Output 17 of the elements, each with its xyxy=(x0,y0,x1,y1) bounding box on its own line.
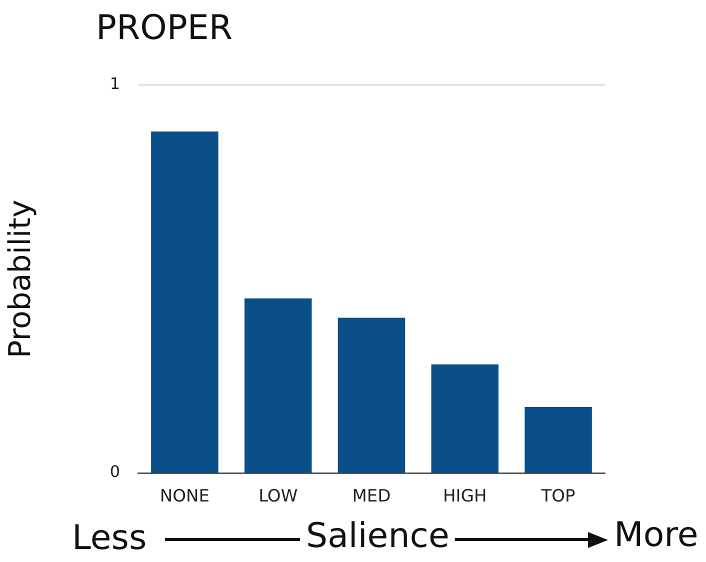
x-axis-title: Salience xyxy=(300,516,456,556)
y-tick-label: 0 xyxy=(110,462,120,482)
x-tick-label: MED xyxy=(352,486,391,507)
bar xyxy=(524,407,592,473)
y-tick-label: 1 xyxy=(110,74,120,94)
y-axis-title: Probability xyxy=(2,200,38,358)
chart-title: PROPER xyxy=(96,8,232,48)
x-tick-label: LOW xyxy=(258,486,298,507)
text: Less xyxy=(72,518,147,558)
bar xyxy=(431,364,499,473)
bar xyxy=(244,298,312,473)
x-tick-label: NONE xyxy=(160,486,210,507)
x-tick-label: HIGH xyxy=(443,486,487,507)
x-tick-label: TOP xyxy=(540,486,576,507)
bar xyxy=(338,318,406,473)
text: More xyxy=(614,515,698,555)
bar xyxy=(151,132,218,473)
